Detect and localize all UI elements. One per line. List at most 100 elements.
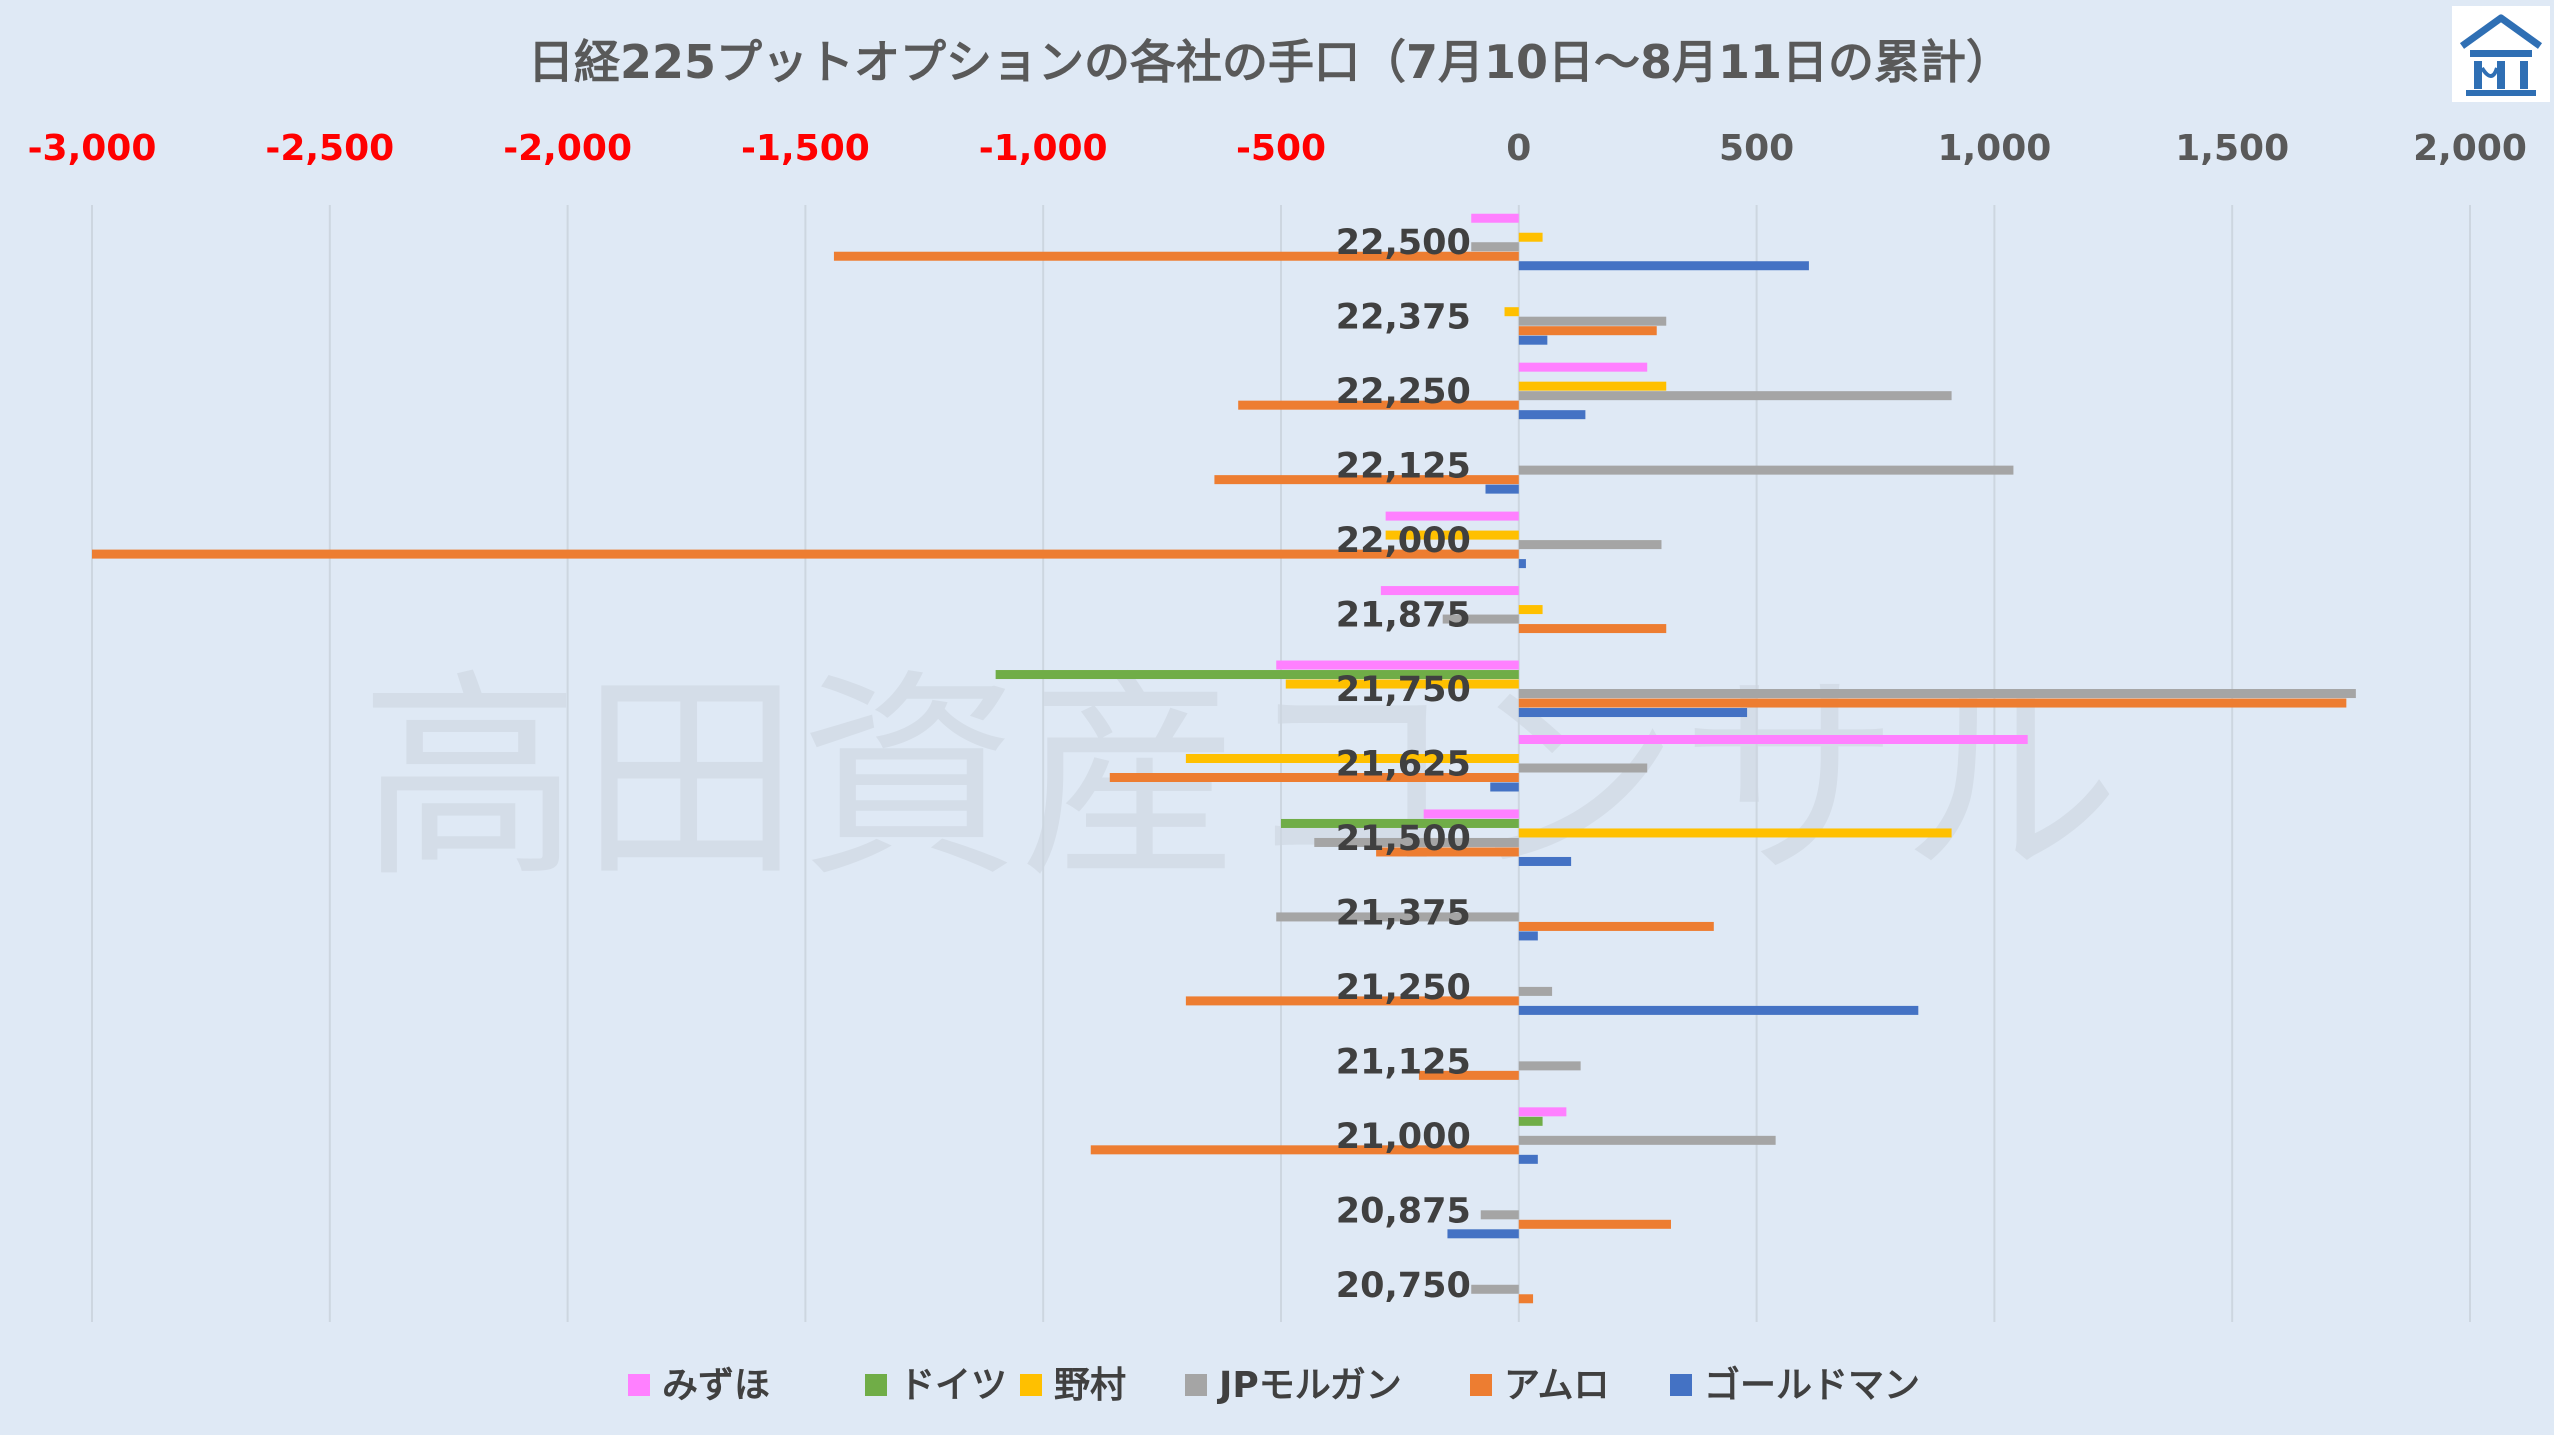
bar (1518, 391, 1952, 401)
bar (1518, 856, 1572, 866)
y-tick-label: 22,500 (1336, 223, 1471, 263)
bar (1485, 484, 1519, 494)
legend-item: みずほ (628, 1365, 770, 1406)
logo (2452, 6, 2550, 102)
bar (1518, 828, 1952, 838)
y-tick-label: 21,250 (1336, 968, 1471, 1008)
bar (1518, 410, 1586, 420)
bar (1471, 1284, 1519, 1294)
bar (1447, 1229, 1519, 1239)
bar (1518, 1135, 1776, 1145)
bar (1518, 921, 1714, 931)
bar (1518, 1107, 1567, 1117)
legend-label: みずほ (662, 1365, 770, 1406)
y-tick-label: 20,750 (1336, 1266, 1471, 1306)
y-tick-label: 21,625 (1336, 745, 1471, 785)
bar (1518, 698, 2347, 708)
bar (1442, 614, 1519, 624)
bar (1518, 540, 1662, 550)
bar (1518, 465, 2014, 475)
bar (1518, 1116, 1543, 1126)
bar (1518, 624, 1667, 634)
x-tick-label: -2,000 (503, 128, 632, 169)
legend-item: ゴールドマン (1670, 1364, 1920, 1406)
bar (1238, 400, 1519, 410)
bar (1518, 232, 1543, 242)
y-tick-label: 20,875 (1336, 1191, 1471, 1231)
chart-title: 日経225プットオプションの各社の手口（7月10日～8月11日の累計） (528, 35, 2012, 89)
legend-swatch (865, 1374, 887, 1396)
bar (1518, 1005, 1919, 1015)
x-tick-label: 1,500 (2175, 128, 2289, 169)
bar (1518, 335, 1548, 345)
legend-item: JPモルガン (1185, 1365, 1402, 1406)
bar (833, 251, 1519, 261)
bar (1518, 931, 1538, 941)
x-tick-label: -1,500 (741, 128, 870, 169)
legend-label: ゴールドマン (1704, 1364, 1920, 1406)
y-tick-label: 22,000 (1336, 521, 1471, 561)
bar (1518, 1154, 1538, 1164)
bar (1314, 837, 1519, 847)
x-tick-label: -2,500 (265, 128, 394, 169)
legend-label: JPモルガン (1216, 1365, 1402, 1406)
legend-item: 野村 (1020, 1365, 1126, 1406)
bar (1518, 708, 1748, 718)
bar (1185, 754, 1519, 763)
x-tick-label: -3,000 (28, 128, 157, 169)
bar (1380, 586, 1519, 596)
bar (1518, 735, 2028, 744)
bar (1285, 679, 1519, 689)
legend-swatch (1470, 1374, 1492, 1396)
building-logo-icon (2459, 14, 2543, 96)
bar (1214, 475, 1519, 485)
bar (1185, 996, 1519, 1006)
bar (1518, 689, 2356, 699)
x-tick-labels: -3,000 -2,500 -2,000 -1,500 -1,000 -500 0 500 1,… (28, 128, 2527, 169)
bar (1518, 605, 1543, 615)
legend-swatch (628, 1374, 650, 1396)
bar (1518, 1219, 1671, 1229)
legend-swatch (1020, 1374, 1042, 1396)
y-tick-label: 21,375 (1336, 893, 1471, 933)
x-tick-label: -500 (1236, 128, 1326, 169)
y-tick-labels: 22,500 22,375 22,250 22,125 22,000 21,875 21,7… (1336, 223, 1471, 1306)
y-tick-label: 21,500 (1336, 819, 1471, 859)
bar (1090, 1145, 1519, 1155)
bar (1471, 242, 1519, 252)
bar (1518, 986, 1553, 996)
bar (1518, 381, 1667, 391)
y-tick-label: 22,125 (1336, 447, 1471, 487)
bar (1471, 213, 1519, 223)
bar (1504, 307, 1519, 317)
y-tick-label: 21,125 (1336, 1042, 1471, 1082)
legend-label: ドイツ (899, 1365, 1007, 1406)
legend-label: 野村 (1054, 1365, 1126, 1406)
bar (1518, 326, 1657, 336)
bars (92, 213, 2356, 1304)
bar (1518, 1061, 1581, 1071)
y-tick-label: 22,250 (1336, 372, 1471, 412)
y-tick-label: 21,000 (1336, 1117, 1471, 1157)
bar (1418, 1070, 1519, 1080)
bar (1518, 559, 1526, 569)
legend-item: ドイツ (865, 1365, 1007, 1406)
bar (1276, 660, 1519, 670)
y-tick-label: 21,875 (1336, 596, 1471, 636)
bar (1518, 763, 1648, 773)
bar (92, 549, 1519, 559)
bar (1109, 773, 1519, 782)
bar (1281, 818, 1519, 828)
legend: みずほ ドイツ 野村 JPモルガン アムロ ゴールドマン (628, 1364, 1920, 1406)
bar (1518, 261, 1809, 271)
legend-label: アムロ (1504, 1365, 1609, 1406)
x-tick-label: 2,000 (2413, 128, 2527, 169)
bar (1276, 912, 1519, 922)
legend-item: アムロ (1470, 1365, 1609, 1406)
x-tick-label: 0 (1506, 128, 1531, 169)
x-tick-label: 500 (1719, 128, 1794, 169)
bar (1518, 316, 1667, 326)
bar (1518, 362, 1648, 372)
y-tick-label: 22,375 (1336, 298, 1471, 338)
